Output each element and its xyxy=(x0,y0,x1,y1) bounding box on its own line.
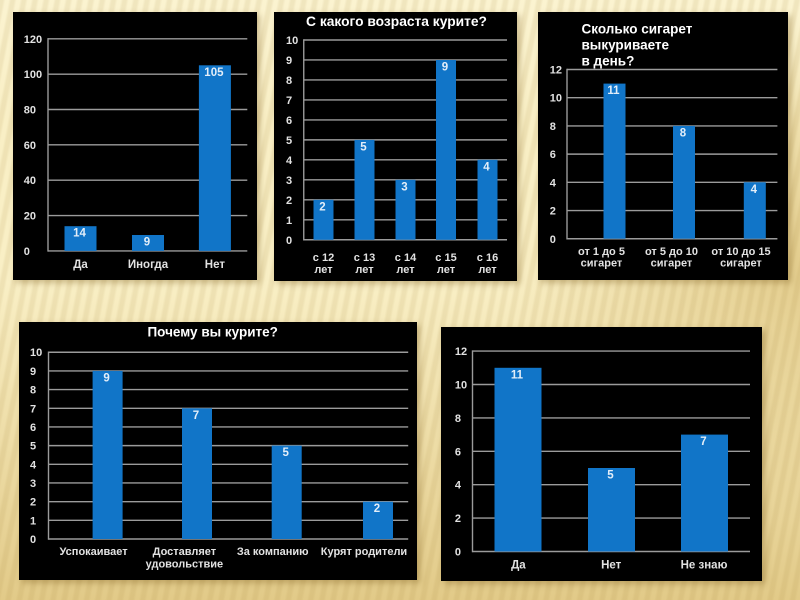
svg-text:6: 6 xyxy=(30,422,36,434)
svg-text:лет: лет xyxy=(396,264,415,276)
svg-text:5: 5 xyxy=(282,447,289,459)
svg-text:4: 4 xyxy=(30,459,37,471)
svg-text:Да: Да xyxy=(73,259,88,271)
svg-text:За компанию: За компанию xyxy=(237,546,309,558)
svg-text:5: 5 xyxy=(607,470,614,482)
svg-text:2: 2 xyxy=(30,496,36,508)
svg-text:удовольствие: удовольствие xyxy=(146,558,224,570)
svg-text:с 13: с 13 xyxy=(354,252,375,264)
svg-text:120: 120 xyxy=(23,33,41,45)
svg-text:Курят родители: Курят родители xyxy=(321,546,407,558)
svg-text:лет: лет xyxy=(314,264,333,276)
svg-text:0: 0 xyxy=(23,245,29,257)
svg-text:5: 5 xyxy=(360,141,367,153)
svg-text:1: 1 xyxy=(30,515,36,527)
svg-text:от 1 до 5: от 1 до 5 xyxy=(578,246,625,258)
svg-text:4: 4 xyxy=(455,480,462,492)
svg-text:8: 8 xyxy=(679,127,686,139)
svg-text:4: 4 xyxy=(750,183,757,195)
svg-text:0: 0 xyxy=(286,234,292,246)
svg-text:6: 6 xyxy=(549,149,555,161)
svg-text:9: 9 xyxy=(442,61,448,73)
svg-text:с 15: с 15 xyxy=(435,252,456,264)
svg-text:сигарет: сигарет xyxy=(720,257,762,269)
svg-text:9: 9 xyxy=(103,372,109,384)
svg-text:4: 4 xyxy=(483,161,490,173)
svg-text:60: 60 xyxy=(23,139,35,151)
svg-text:Сколько сигарет: Сколько сигарет xyxy=(581,21,692,36)
svg-text:от 10 до 15: от 10 до 15 xyxy=(711,246,770,258)
svg-text:0: 0 xyxy=(30,534,36,546)
svg-text:105: 105 xyxy=(204,66,224,78)
svg-text:7: 7 xyxy=(286,94,292,106)
svg-text:0: 0 xyxy=(549,233,555,245)
svg-text:12: 12 xyxy=(549,64,561,76)
svg-text:3: 3 xyxy=(30,478,36,490)
svg-text:14: 14 xyxy=(73,227,86,239)
svg-text:в день?: в день? xyxy=(581,53,634,68)
svg-text:80: 80 xyxy=(23,104,35,116)
svg-text:8: 8 xyxy=(286,74,292,86)
svg-text:2: 2 xyxy=(455,513,461,525)
svg-text:20: 20 xyxy=(23,210,35,222)
svg-text:сигарет: сигарет xyxy=(580,257,622,269)
svg-text:Иногда: Иногда xyxy=(127,259,168,271)
svg-text:6: 6 xyxy=(455,446,461,458)
svg-text:7: 7 xyxy=(700,436,706,448)
svg-text:10: 10 xyxy=(549,92,561,104)
svg-text:1: 1 xyxy=(286,214,292,226)
svg-text:лет: лет xyxy=(355,264,374,276)
svg-text:с 12: с 12 xyxy=(313,252,334,264)
svg-text:9: 9 xyxy=(143,236,149,248)
svg-text:8: 8 xyxy=(30,384,36,396)
svg-text:лет: лет xyxy=(437,264,456,276)
svg-text:9: 9 xyxy=(30,365,36,377)
svg-text:4: 4 xyxy=(549,177,556,189)
svg-text:0: 0 xyxy=(455,547,461,559)
svg-text:сигарет: сигарет xyxy=(650,257,692,269)
svg-text:Да: Да xyxy=(511,560,526,572)
svg-text:40: 40 xyxy=(23,175,35,187)
svg-text:100: 100 xyxy=(23,69,41,81)
svg-text:от 5 до 10: от 5 до 10 xyxy=(644,246,697,258)
svg-text:8: 8 xyxy=(549,120,555,132)
svg-text:3: 3 xyxy=(401,181,407,193)
svg-text:Нет: Нет xyxy=(601,560,622,572)
svg-text:8: 8 xyxy=(455,413,461,425)
svg-text:Не знаю: Не знаю xyxy=(681,560,728,572)
svg-text:выкуриваете: выкуриваете xyxy=(581,37,669,52)
svg-text:Успокаивает: Успокаивает xyxy=(60,546,129,558)
svg-text:с 14: с 14 xyxy=(395,252,417,264)
svg-text:7: 7 xyxy=(193,409,199,421)
svg-text:2: 2 xyxy=(549,205,555,217)
svg-text:2: 2 xyxy=(374,503,380,515)
svg-text:9: 9 xyxy=(286,55,292,67)
svg-text:Нет: Нет xyxy=(204,259,225,271)
svg-text:Почему вы курите?: Почему вы курите? xyxy=(147,324,277,339)
svg-text:11: 11 xyxy=(511,369,524,381)
svg-text:12: 12 xyxy=(455,346,467,358)
svg-text:11: 11 xyxy=(607,85,620,97)
svg-text:10: 10 xyxy=(455,380,467,392)
svg-text:6: 6 xyxy=(286,114,292,126)
svg-text:4: 4 xyxy=(286,154,293,166)
svg-text:10: 10 xyxy=(286,35,298,47)
svg-text:лет: лет xyxy=(478,264,497,276)
svg-text:3: 3 xyxy=(286,174,292,186)
svg-text:2: 2 xyxy=(286,194,292,206)
svg-text:10: 10 xyxy=(30,347,42,359)
svg-text:5: 5 xyxy=(286,134,292,146)
svg-text:С какого возраста курите?: С какого возраста курите? xyxy=(306,14,487,29)
svg-text:Доставляет: Доставляет xyxy=(153,546,217,558)
svg-text:2: 2 xyxy=(319,201,325,213)
svg-text:с 16: с 16 xyxy=(477,252,498,264)
svg-text:7: 7 xyxy=(30,403,36,415)
svg-text:5: 5 xyxy=(30,440,36,452)
